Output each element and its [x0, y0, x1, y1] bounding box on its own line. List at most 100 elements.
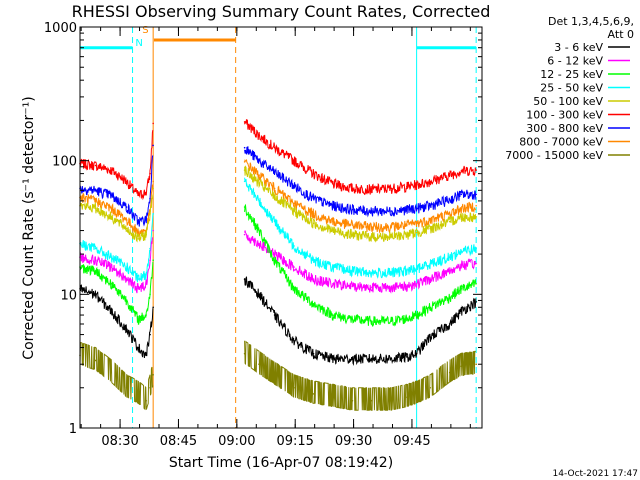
data-point — [273, 171, 276, 173]
data-point — [152, 144, 154, 147]
legend-label: 6 - 12 keV — [547, 55, 603, 68]
data-point — [460, 264, 463, 267]
data-point — [371, 357, 373, 360]
data-point — [125, 328, 128, 330]
data-point — [145, 354, 147, 357]
data-point — [390, 210, 393, 212]
trace-segment — [244, 230, 476, 294]
data-point — [332, 204, 334, 207]
data-point — [149, 293, 151, 296]
data-point — [406, 269, 408, 272]
data-point — [125, 266, 128, 268]
data-point — [312, 278, 315, 280]
data-point — [149, 247, 151, 250]
data-point — [448, 269, 451, 272]
data-point — [243, 352, 246, 355]
trace-segment — [244, 146, 477, 218]
data-point — [152, 306, 154, 309]
data-point — [94, 207, 97, 210]
legend-label: 300 - 800 keV — [526, 122, 603, 135]
data-point — [415, 207, 418, 210]
data-point — [406, 208, 408, 211]
data-point — [273, 195, 276, 198]
data-point — [415, 231, 418, 234]
data-point — [448, 323, 451, 325]
data-point — [406, 356, 408, 358]
data-point — [448, 174, 451, 176]
data-point — [137, 238, 140, 240]
data-point — [390, 320, 393, 322]
data-point — [371, 286, 373, 289]
data-point — [351, 269, 354, 272]
data-point — [258, 134, 260, 137]
data-point — [415, 282, 418, 285]
data-point — [475, 169, 477, 171]
data-point — [312, 393, 315, 395]
data-point — [110, 256, 112, 258]
data-point — [475, 300, 477, 303]
data-point — [415, 183, 418, 186]
data-point — [258, 293, 260, 296]
data-point — [243, 206, 246, 208]
data-point — [152, 229, 154, 232]
trace-segment — [244, 203, 477, 327]
data-point — [475, 216, 477, 218]
data-point — [137, 346, 140, 349]
data-point — [448, 213, 451, 215]
data-point — [448, 371, 451, 374]
data-point — [125, 278, 128, 280]
data-point — [152, 213, 154, 215]
data-point — [273, 314, 276, 316]
data-point — [293, 386, 295, 389]
data-point — [429, 336, 432, 338]
legend-header: Det 1,3,4,5,6,9, — [548, 15, 634, 28]
data-point — [332, 357, 334, 360]
data-point — [293, 339, 295, 342]
data-point — [149, 386, 151, 389]
data-point — [94, 269, 97, 272]
data-point — [448, 296, 451, 299]
data-point — [429, 262, 432, 265]
data-point — [371, 320, 373, 322]
data-point — [460, 216, 463, 218]
data-point — [243, 169, 246, 171]
data-point — [371, 188, 373, 191]
data-point — [390, 187, 393, 190]
data-point — [110, 282, 112, 285]
data-point — [149, 333, 151, 336]
data-point — [152, 259, 154, 262]
data-point — [460, 193, 463, 196]
data-point — [351, 318, 354, 321]
data-point — [371, 226, 373, 228]
data-point — [293, 184, 295, 187]
data-point — [145, 219, 147, 221]
data-point — [415, 352, 418, 355]
data-point — [145, 233, 147, 236]
data-point — [429, 227, 432, 230]
data-point — [110, 207, 112, 210]
series-100-300keV — [79, 119, 477, 201]
data-point — [273, 253, 276, 255]
data-point — [137, 288, 140, 290]
data-point — [125, 299, 128, 302]
data-point — [149, 259, 151, 262]
data-point — [390, 271, 393, 274]
data-point — [448, 220, 451, 223]
data-point — [429, 306, 432, 309]
trace-segment — [244, 159, 477, 234]
x-tick-label: 09:30 — [335, 434, 372, 449]
data-point — [312, 197, 315, 200]
data-point — [390, 399, 393, 402]
series-50-100keV — [79, 165, 477, 243]
y-tick-label: 10 — [60, 288, 77, 303]
data-point — [94, 259, 97, 262]
trace-segment — [79, 261, 154, 325]
data-point — [429, 278, 432, 280]
flag-annotation: S — [142, 25, 148, 36]
data-point — [94, 247, 97, 250]
data-point — [371, 235, 373, 238]
x-axis-label: Start Time (16-Apr-07 08:19:42) — [169, 455, 393, 471]
data-point — [351, 187, 354, 190]
data-point — [351, 285, 354, 288]
